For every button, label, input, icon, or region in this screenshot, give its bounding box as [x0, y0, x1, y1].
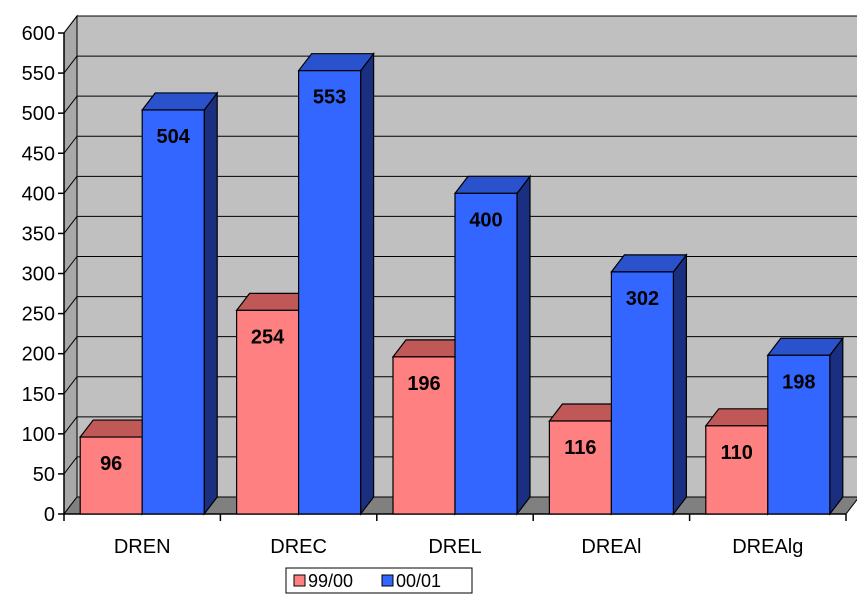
bar-00-01-drec — [299, 54, 374, 514]
x-axis: DREN DREC DREL DREAl DREAlg — [64, 514, 846, 558]
bar-side — [830, 338, 843, 514]
data-label-00-01-drealg: 198 — [782, 371, 815, 393]
data-label-99-00-drealg: 110 — [721, 442, 753, 464]
legend-swatch-00-01 — [382, 575, 393, 586]
data-label-99-00-drec: 254 — [251, 326, 285, 348]
data-label-99-00-dreal: 116 — [564, 437, 596, 459]
bar-top — [299, 54, 374, 71]
bar-side — [517, 176, 530, 514]
bar-side — [673, 255, 686, 514]
bar-top — [768, 338, 843, 355]
y-tick-label: 250 — [22, 304, 55, 326]
legend: 99/00 00/01 — [286, 568, 472, 593]
x-tick-label-drec: DREC — [270, 536, 327, 558]
bar-front — [299, 71, 361, 514]
bar-side — [204, 93, 217, 514]
bar-front — [549, 421, 611, 514]
legend-swatch-99-00 — [294, 575, 305, 586]
data-label-00-01-drec: 553 — [313, 87, 346, 109]
x-tick-label-drel: DREL — [428, 536, 481, 558]
bar-top — [455, 176, 530, 193]
bar-front — [142, 110, 204, 514]
bar-00-01-dren — [142, 93, 217, 514]
y-tick-label: 500 — [22, 103, 55, 125]
y-tick-label: 100 — [22, 424, 55, 446]
data-label-99-00-dren: 96 — [100, 453, 122, 475]
y-tick-label: 300 — [22, 264, 55, 286]
legend-label-00-01: 00/01 — [396, 571, 441, 591]
bar-front — [80, 437, 142, 514]
x-tick-label-dreal: DREAl — [581, 536, 641, 558]
y-tick-label: 400 — [22, 183, 55, 205]
y-tick-label: 600 — [22, 23, 55, 45]
data-label-00-01-dren: 504 — [157, 126, 191, 148]
bar-00-01-drealg — [768, 338, 843, 514]
legend-label-99-00: 99/00 — [308, 571, 353, 591]
bar-side — [361, 54, 374, 514]
data-label-00-01-dreal: 302 — [626, 288, 659, 310]
x-tick-label-dren: DREN — [114, 536, 171, 558]
data-label-99-00-drel: 196 — [407, 373, 440, 395]
y-tick-label: 150 — [22, 384, 55, 406]
y-tick-label: 200 — [22, 344, 55, 366]
y-tick-label: 50 — [33, 464, 55, 486]
bar-top — [611, 255, 686, 272]
x-tick-label-drealg: DREAlg — [732, 536, 803, 558]
y-axis: 0 50 100 150 200 250 300 350 400 450 500 550 600 — [22, 23, 64, 526]
y-tick-label: 550 — [22, 63, 55, 85]
y-tick-label: 350 — [22, 223, 55, 245]
bar-top — [142, 93, 217, 110]
data-label-00-01-drel: 400 — [469, 209, 502, 231]
y-tick-label: 450 — [22, 143, 55, 165]
bar-front — [455, 193, 517, 514]
y-tick-label: 0 — [44, 504, 55, 526]
bar-front — [706, 426, 768, 514]
